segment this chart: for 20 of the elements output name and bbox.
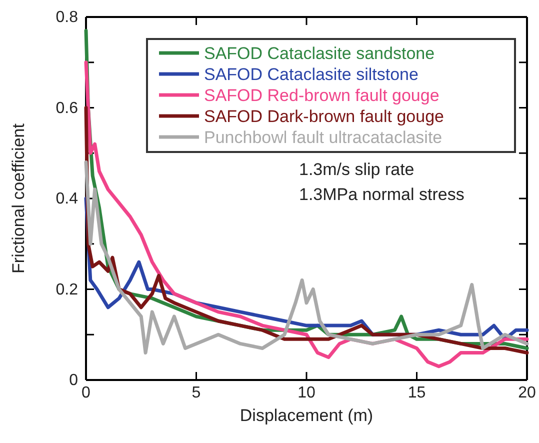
y-tick-label: 0.4 xyxy=(56,190,78,208)
legend-label: SAFOD Cataclasite sandstone xyxy=(204,44,435,63)
y-tick-label: 0 xyxy=(69,372,78,390)
y-axis-title: Frictional coefficient xyxy=(9,123,28,274)
y-tick-label: 0.8 xyxy=(56,9,78,26)
legend-label: SAFOD Dark-brown fault gouge xyxy=(204,107,444,126)
x-tick-label: 15 xyxy=(408,384,426,402)
x-tick-label: 5 xyxy=(192,384,201,402)
annotation: 1.3m/s slip rate xyxy=(299,160,414,179)
y-tick-label: 0.6 xyxy=(56,100,78,117)
annotation: 1.3MPa normal stress xyxy=(299,185,464,204)
x-axis-title: Displacement (m) xyxy=(240,406,374,425)
line-series xyxy=(84,160,529,355)
y-tick-label: 0.2 xyxy=(56,281,78,298)
x-tick-label: 10 xyxy=(298,384,316,402)
legend-label: SAFOD Red-brown fault gouge xyxy=(204,86,440,105)
x-tick-label: 20 xyxy=(518,384,536,402)
legend-label: Punchbowl fault ultracataclasite xyxy=(204,128,442,147)
x-tick-label: 0 xyxy=(82,384,91,402)
legend-label: SAFOD Cataclasite siltstone xyxy=(204,65,418,84)
